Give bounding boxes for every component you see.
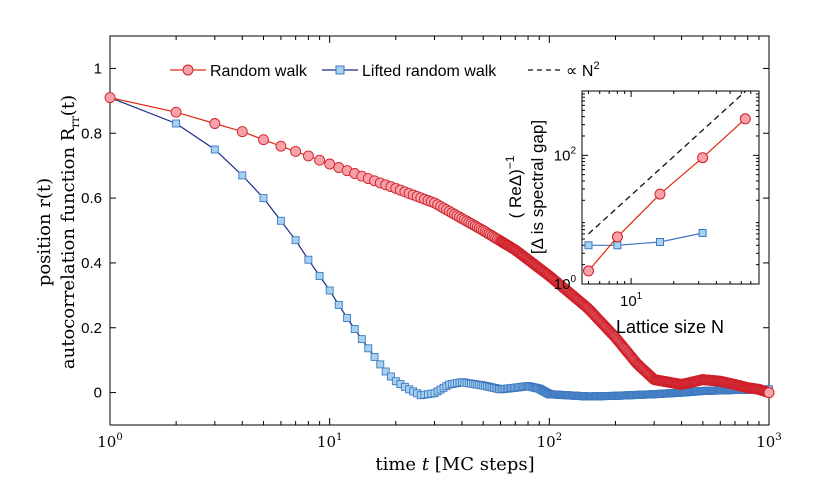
inset-lifted_random_walk-point	[584, 241, 593, 250]
lifted_random_walk-point	[364, 344, 373, 353]
inset-y-tick-label: 100	[554, 274, 577, 293]
inset-lifted_random_walk-point	[656, 238, 664, 246]
inset-lifted_random_walk-point	[613, 241, 622, 250]
y-label-line2: autocorrelation function Rrr(t)	[58, 95, 82, 369]
inset-y-tick-base: 10	[554, 147, 571, 164]
y-label-line2-tail: (t)	[58, 95, 79, 116]
lifted_random_walk-point	[376, 360, 385, 369]
inset-y-axis-label: ( ReΔ)−1 [Δ is spectral gap]	[503, 120, 547, 254]
inset-random_walk-point	[654, 188, 666, 200]
main-x-axis-label: time t [MC steps]	[375, 454, 534, 475]
y-label-line2-main: autocorrelation function R	[58, 127, 79, 369]
x-tick-base: 10	[537, 433, 556, 451]
x-tick-exp: 1	[336, 432, 342, 443]
lifted_random_walk-point	[350, 325, 359, 333]
y-tick-label: 1	[94, 60, 102, 77]
y-tick-label: 0	[94, 385, 102, 402]
inset-y-tick-exp: 2	[570, 145, 576, 156]
inset-x-tick-exp: 1	[637, 291, 643, 302]
legend-lifted-label: Lifted random walk	[362, 63, 497, 80]
inset-series-group	[583, 90, 751, 277]
lifted_random_walk-point	[357, 335, 366, 344]
lifted_random_walk-point	[259, 194, 268, 203]
inset-y-label-line1: ( ReΔ)−1	[503, 155, 525, 218]
legend-scaling-base: ∝ N	[566, 63, 593, 80]
random_walk-point	[275, 140, 287, 152]
main-y-axis-label: position r(t) autocorrelation function R…	[34, 95, 82, 369]
x-tick-label: 100	[97, 432, 122, 451]
random_walk-point	[170, 106, 182, 118]
random_walk-point	[763, 387, 775, 399]
x-tick-base: 10	[756, 433, 775, 451]
inset-lifted_random_walk-point	[698, 229, 707, 237]
inset-y-label-line1-exp: −1	[503, 155, 517, 169]
x-tick-exp: 0	[116, 432, 122, 443]
lifted_random_walk-point	[291, 236, 300, 245]
lifted_random_walk-point	[386, 372, 395, 381]
random_walk-point	[104, 92, 116, 104]
inset-random_walk-point	[739, 113, 751, 125]
lifted_random_walk-point	[381, 367, 390, 376]
y-tick-label: 0.2	[81, 320, 102, 337]
lifted_random_walk-point	[276, 216, 285, 225]
y-tick-label: 0.4	[81, 255, 102, 272]
inset-x-axis-label: Lattice size N	[616, 317, 724, 337]
inset-lifted_random_walk-line	[588, 232, 703, 246]
x-label-suffix: [MC steps]	[429, 454, 535, 475]
x-tick-base: 10	[317, 433, 336, 451]
inset-x-tick-label: 101	[620, 291, 643, 310]
legend-scaling-exp: 2	[593, 60, 599, 72]
y-label-line2-sub: rr	[68, 116, 82, 128]
lifted_random_walk-point	[334, 300, 343, 309]
legend-scaling-label: ∝ N2	[566, 60, 600, 80]
inset-random_walk-point	[583, 265, 594, 277]
x-tick-exp: 2	[556, 432, 562, 443]
x-tick-label: 103	[756, 432, 781, 451]
random_walk-point	[209, 118, 221, 129]
inset-y-tick-base: 10	[554, 276, 571, 293]
inset-random_walk-point	[611, 231, 623, 243]
random_walk-point	[236, 126, 248, 138]
inset-y-label-line1-base: ( ReΔ)	[506, 169, 525, 218]
legend-random-walk-marker	[182, 64, 194, 76]
main-series-group	[104, 92, 775, 401]
random_walk-point	[302, 150, 314, 162]
legend-random-walk-label: Random walk	[210, 63, 308, 80]
inset-y-tick-label: 102	[554, 145, 577, 164]
inset-plot-frame	[581, 90, 760, 285]
random_walk-point	[324, 158, 336, 170]
lifted_random_walk-point	[172, 119, 181, 128]
random_walk-point	[314, 154, 326, 166]
x-tick-exp: 3	[775, 432, 781, 443]
inset-scaling-line	[588, 90, 746, 235]
x-tick-label: 101	[317, 432, 342, 451]
inset-y-label-line2: [Δ is spectral gap]	[528, 120, 547, 254]
lifted_random_walk-point	[325, 286, 334, 295]
y-tick-label: 0.6	[81, 190, 102, 207]
lifted_random_walk-point	[304, 255, 313, 264]
inset-x-tick-base: 10	[620, 293, 637, 310]
lifted_random_walk-point	[315, 271, 324, 280]
random_walk-point	[258, 134, 269, 146]
y-tick-label: 0.8	[81, 125, 102, 142]
inset-y-tick-exp: 0	[570, 274, 576, 285]
inset-random_walk-point	[697, 152, 709, 164]
x-label-prefix: time	[375, 454, 421, 475]
y-label-line1: position r(t)	[34, 178, 55, 286]
lifted_random_walk-point	[210, 145, 219, 154]
x-label-variable: t	[422, 454, 430, 475]
legend: Random walk Lifted random walk ∝ N2	[170, 60, 600, 80]
lifted_random_walk-point	[370, 352, 379, 361]
x-tick-base: 10	[97, 433, 116, 451]
lifted_random_walk-point	[238, 171, 247, 180]
lifted_random_walk-point	[343, 314, 352, 322]
legend-lifted-marker	[335, 65, 345, 75]
random_walk-point	[290, 145, 302, 157]
x-tick-label: 102	[537, 432, 562, 451]
